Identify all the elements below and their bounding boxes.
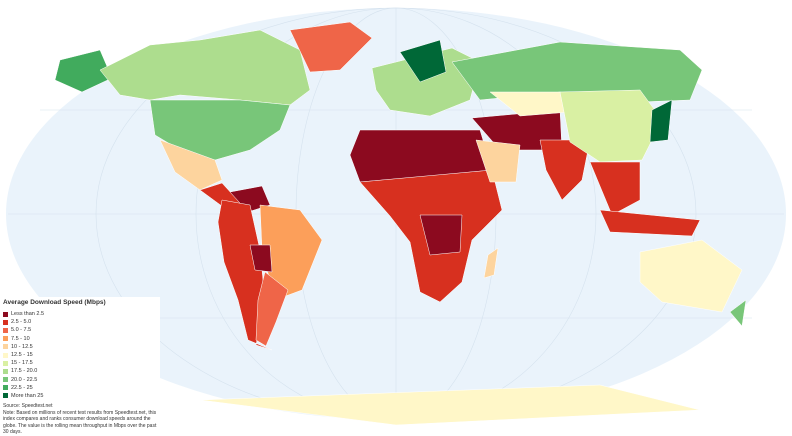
country bbox=[589, 161, 641, 216]
legend-item: 5.0 - 7.5 bbox=[3, 326, 157, 334]
legend-swatch bbox=[3, 352, 8, 358]
legend-item: 20.0 - 22.5 bbox=[3, 376, 157, 384]
legend-swatch bbox=[3, 360, 8, 366]
country bbox=[559, 89, 663, 163]
legend-swatch bbox=[3, 344, 8, 350]
country bbox=[419, 214, 463, 256]
legend-label: 20.0 - 22.5 bbox=[11, 376, 38, 383]
country bbox=[255, 271, 289, 347]
country bbox=[599, 209, 701, 237]
legend-swatch bbox=[3, 311, 8, 317]
legend-label: 15 - 17.5 bbox=[11, 360, 33, 367]
country bbox=[371, 47, 481, 117]
legend-label: Less than 2.5 bbox=[11, 311, 45, 318]
legend-items: Less than 2.5 2.5 - 5.0 5.0 - 7.5 7.5 - 10 1… bbox=[3, 310, 157, 400]
note: Note: Based on millions of recent test r… bbox=[3, 409, 157, 436]
legend-label: 10 - 12.5 bbox=[11, 343, 33, 350]
legend-label: 12.5 - 15 bbox=[11, 352, 33, 359]
country bbox=[159, 139, 223, 191]
legend: Average Download Speed (Mbps) Less than … bbox=[0, 297, 160, 435]
legend-item: 17.5 - 20.0 bbox=[3, 367, 157, 375]
legend-label: More than 25 bbox=[11, 392, 44, 399]
country bbox=[639, 239, 743, 313]
legend-item: Less than 2.5 bbox=[3, 310, 157, 318]
legend-label: 5.0 - 7.5 bbox=[11, 327, 32, 334]
country bbox=[54, 49, 113, 93]
country bbox=[483, 247, 499, 279]
country bbox=[649, 99, 673, 143]
legend-swatch bbox=[3, 336, 8, 342]
legend-label: 7.5 - 10 bbox=[11, 335, 30, 342]
legend-label: 22.5 - 25 bbox=[11, 384, 33, 391]
legend-item: 10 - 12.5 bbox=[3, 343, 157, 351]
legend-item: 7.5 - 10 bbox=[3, 335, 157, 343]
legend-label: 2.5 - 5.0 bbox=[11, 319, 32, 326]
legend-item: 15 - 17.5 bbox=[3, 359, 157, 367]
country bbox=[399, 39, 447, 83]
legend-label: 17.5 - 20.0 bbox=[11, 368, 38, 375]
legend-swatch bbox=[3, 327, 8, 333]
legend-item: 12.5 - 15 bbox=[3, 351, 157, 359]
country bbox=[99, 29, 311, 106]
legend-swatch bbox=[3, 393, 8, 399]
country bbox=[249, 244, 273, 273]
legend-item: 2.5 - 5.0 bbox=[3, 318, 157, 326]
legend-item: More than 25 bbox=[3, 392, 157, 400]
country bbox=[199, 384, 701, 426]
legend-swatch bbox=[3, 368, 8, 374]
source: Source: Speedtest.net bbox=[3, 403, 53, 410]
country bbox=[729, 299, 747, 327]
legend-item: 22.5 - 25 bbox=[3, 384, 157, 392]
legend-swatch bbox=[3, 319, 8, 325]
legend-swatch bbox=[3, 385, 8, 391]
country bbox=[149, 99, 291, 161]
legend-title: Average Download Speed (Mbps) bbox=[3, 299, 106, 306]
country bbox=[289, 21, 373, 73]
countries bbox=[54, 21, 747, 426]
country bbox=[475, 139, 521, 183]
legend-swatch bbox=[3, 377, 8, 383]
